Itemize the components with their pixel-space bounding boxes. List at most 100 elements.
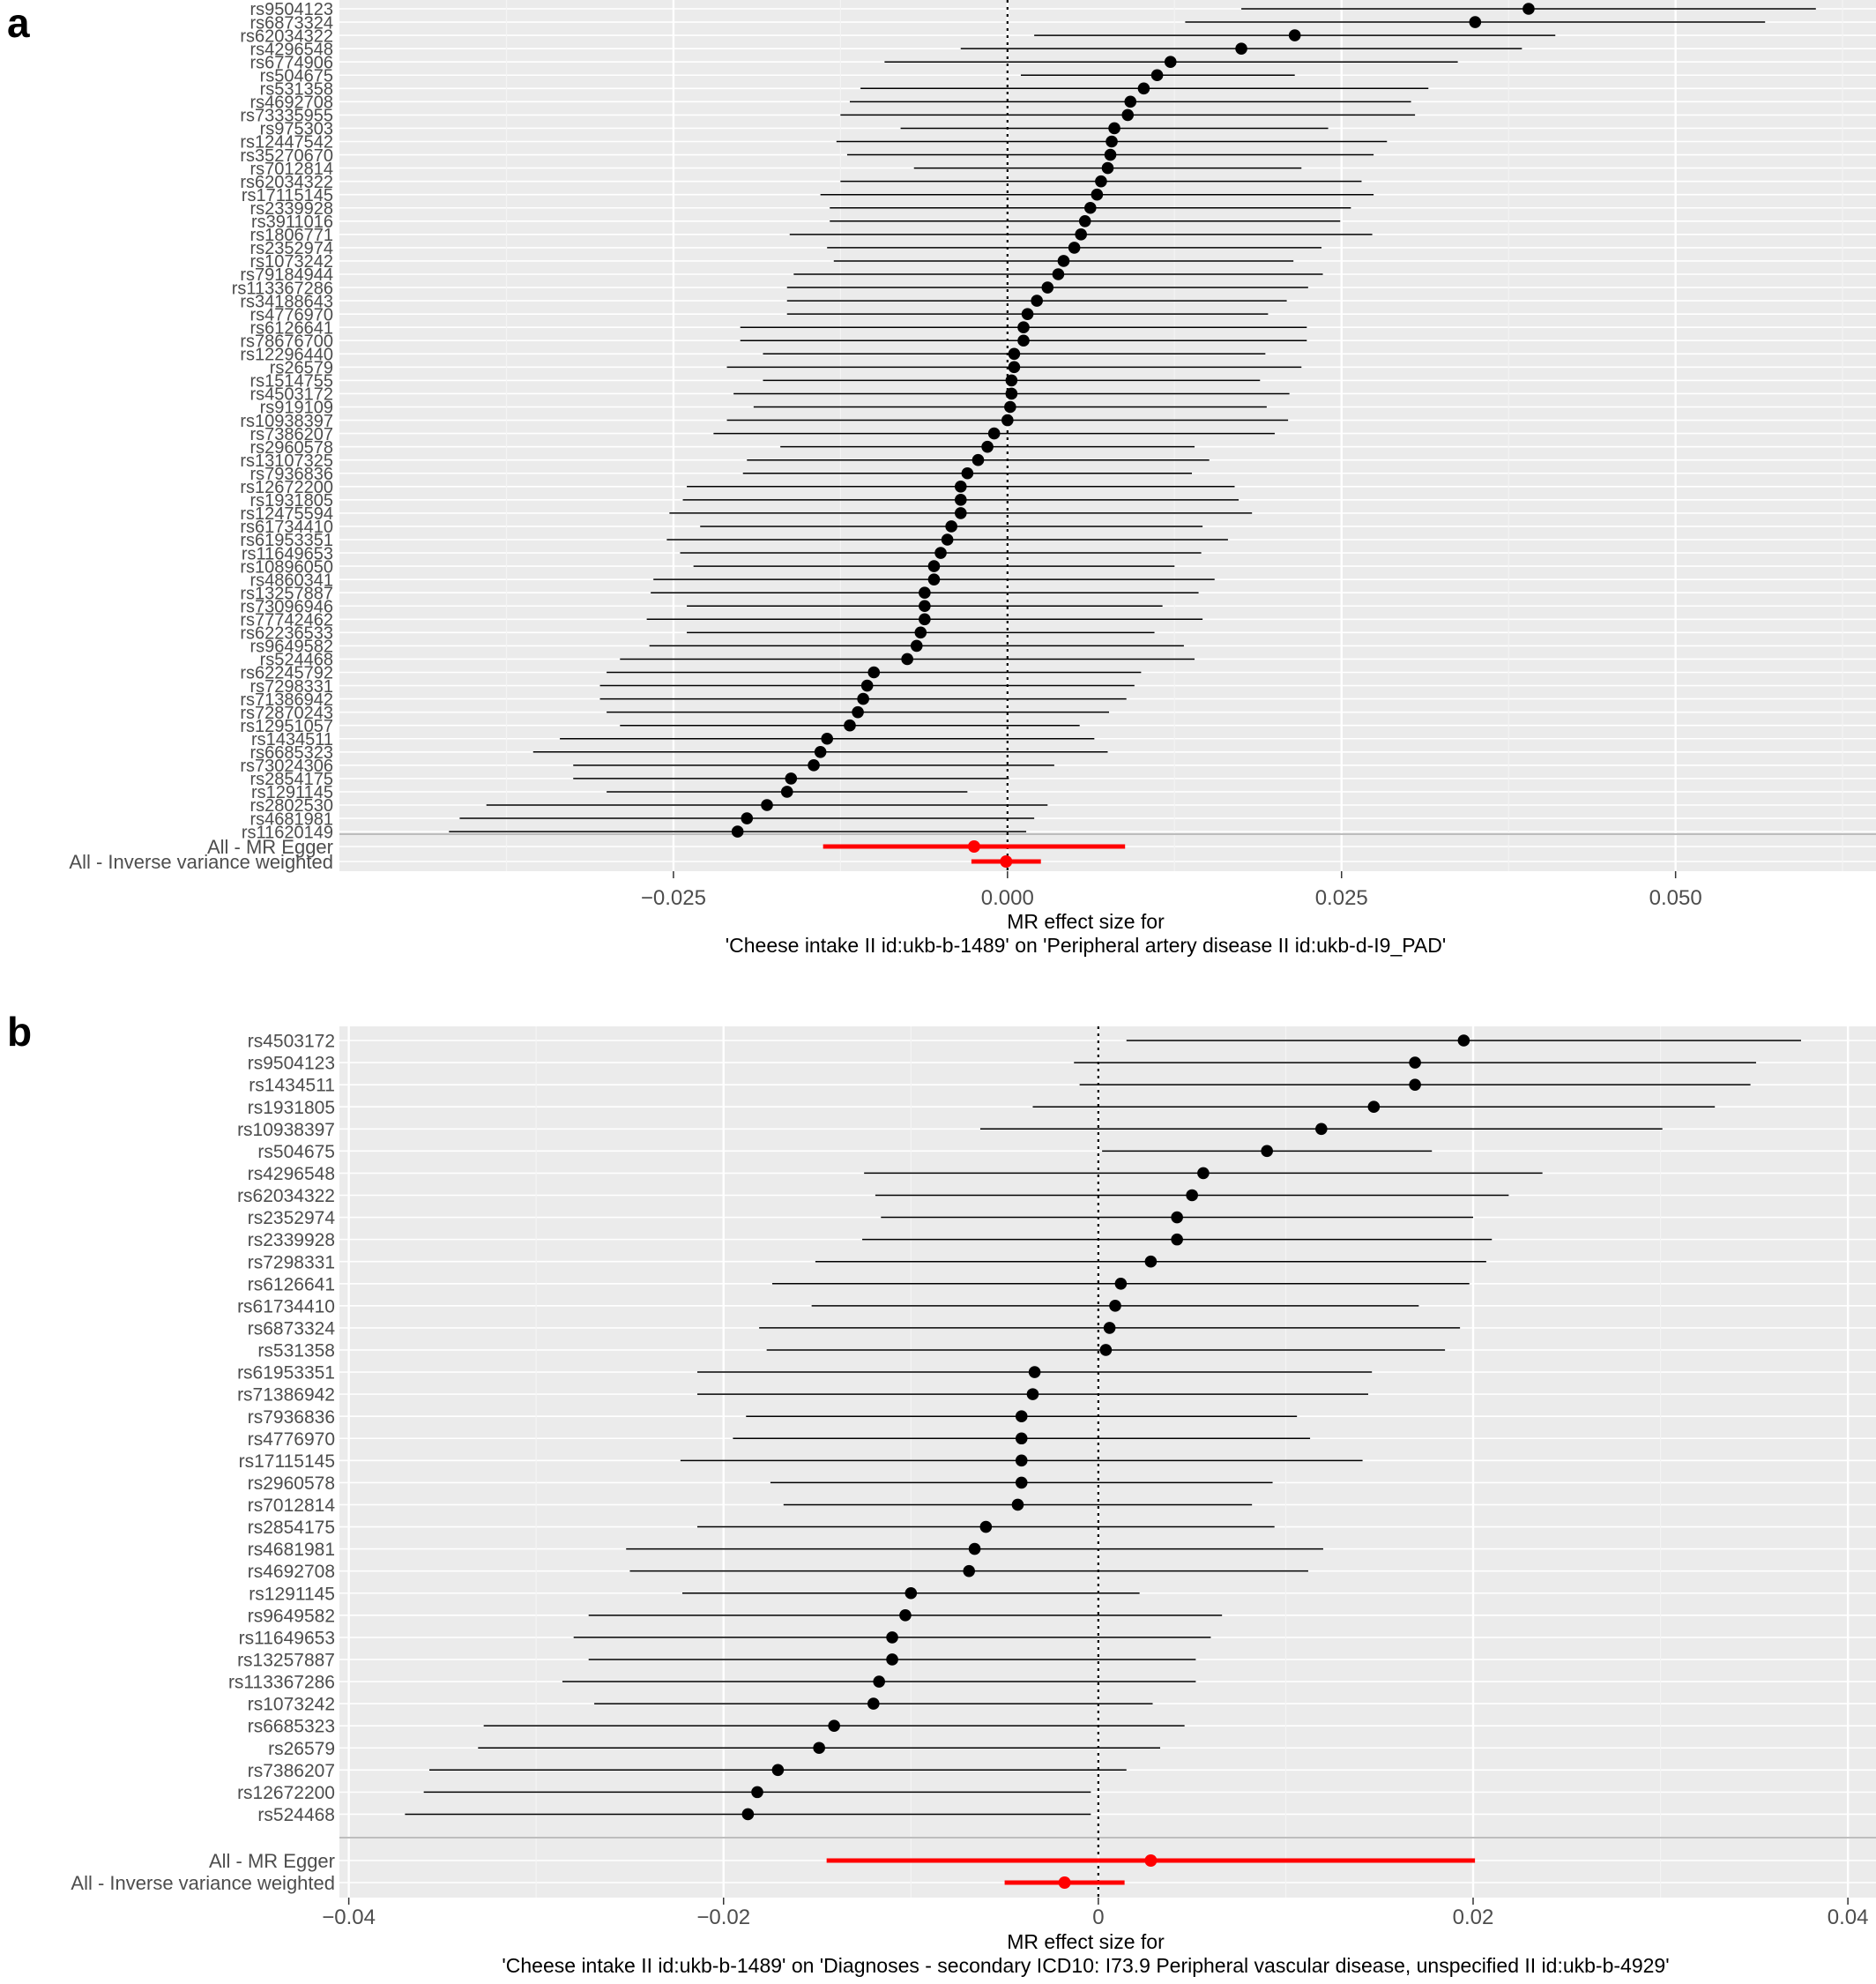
snp-estimates: rs4503172rs9504123rs1434511rs1931805rs10… (228, 1032, 1801, 1825)
snp-point (1041, 281, 1054, 294)
snp-label: rs1291145 (249, 1584, 335, 1604)
snp-point (1103, 1322, 1116, 1334)
snp-label: rs2960578 (249, 438, 333, 458)
snp-point (914, 626, 927, 639)
panel-letter: a (7, 0, 30, 46)
snp-label: rs12475594 (240, 504, 333, 524)
snp-point (1109, 1300, 1121, 1312)
snp-point (945, 520, 957, 533)
snp-point (1004, 400, 1016, 414)
snp-point (785, 772, 798, 785)
snp-label: rs34188643 (240, 292, 333, 311)
snp-label: rs4503172 (248, 1032, 335, 1052)
snp-label: rs78676700 (240, 332, 333, 351)
x-tick-label: 0.000 (981, 886, 1034, 910)
snp-label: rs504675 (260, 66, 333, 86)
snp-point (867, 666, 881, 679)
snp-point (934, 547, 947, 559)
snp-label: rs73096946 (240, 597, 333, 616)
snp-label: rs11620149 (242, 823, 333, 842)
snp-point (741, 812, 754, 824)
snp-label: rs1434511 (251, 730, 333, 750)
snp-point (1031, 295, 1043, 307)
snp-label: rs1514755 (249, 372, 333, 392)
x-tick-label: 0.02 (1453, 1906, 1494, 1929)
plot-panel-background (339, 0, 1876, 871)
snp-label: rs62034322 (240, 173, 333, 192)
snp-point (771, 1764, 785, 1777)
snp-label: rs7298331 (248, 1252, 335, 1272)
x-axis-title-line2: 'Cheese intake II id:ukb-b-1489' on 'Per… (726, 934, 1446, 957)
summary-label: All - MR Egger (207, 836, 333, 858)
snp-label: rs2802530 (249, 796, 333, 816)
snp-label: rs6774906 (249, 53, 333, 72)
snp-point (1124, 95, 1137, 108)
snp-estimates: rs9504123rs6873324rs62034322rs4296548rs6… (232, 0, 1816, 842)
snp-label: rs4776970 (249, 305, 333, 324)
snp-point (857, 692, 869, 705)
snp-label: rs10938397 (237, 1120, 335, 1140)
snp-label: rs2854175 (249, 770, 333, 789)
snp-point (808, 759, 820, 772)
forest-plot-panel-a: rs9504123rs6873324rs62034322rs4296548rs6… (7, 0, 1876, 957)
snp-label: rs71386942 (237, 1385, 335, 1406)
snp-point (1114, 1277, 1128, 1290)
snp-label: rs17115145 (242, 186, 333, 205)
snp-label: rs531358 (260, 80, 333, 100)
snp-point (1409, 1078, 1421, 1091)
snp-point (828, 1719, 840, 1732)
snp-point (1008, 361, 1021, 374)
snp-label: rs6685323 (248, 1717, 335, 1737)
snp-label: rs9504123 (249, 0, 333, 19)
snp-point (867, 1697, 880, 1710)
snp-point (1026, 1388, 1039, 1400)
snp-point (919, 586, 931, 599)
snp-point (1015, 1432, 1028, 1445)
snp-point (899, 1609, 912, 1622)
snp-label: rs1434511 (249, 1076, 335, 1096)
snp-point (1021, 308, 1034, 320)
snp-label: rs7386207 (248, 1761, 335, 1781)
snp-label: rs975303 (260, 120, 333, 139)
snp-point (821, 732, 834, 745)
snp-point (919, 600, 931, 613)
x-tick-label: −0.025 (641, 886, 706, 910)
snp-label: rs7386207 (249, 425, 333, 444)
snp-point (1008, 347, 1021, 361)
snp-label: rs2339928 (249, 199, 333, 219)
plot-panel-background (339, 1026, 1876, 1898)
snp-label: rs26579 (268, 1739, 335, 1759)
snp-label: rs113367286 (232, 279, 333, 298)
snp-label: rs6685323 (249, 743, 333, 763)
snp-point (731, 825, 744, 838)
snp-point (1164, 56, 1177, 68)
snp-label: rs79184944 (240, 265, 333, 285)
snp-point (1015, 1476, 1028, 1489)
snp-label: rs73335955 (240, 107, 333, 126)
snp-label: rs113367286 (228, 1673, 335, 1693)
snp-label: rs7936836 (249, 465, 333, 484)
snp-point (741, 1808, 755, 1821)
snp-label: rs62034322 (237, 1186, 335, 1206)
forest-plot-panel-b: rs4503172rs9504123rs1434511rs1931805rs10… (7, 1009, 1876, 1977)
snp-point (1005, 387, 1018, 400)
snp-point (1288, 29, 1301, 41)
summary-point (967, 840, 980, 853)
snp-point (972, 453, 985, 466)
snp-point (844, 719, 856, 732)
panel-letter: b (7, 1009, 32, 1055)
snp-point (987, 427, 1001, 440)
snp-point (1083, 201, 1097, 214)
snp-label: rs77742462 (240, 611, 333, 630)
snp-point (961, 466, 974, 480)
snp-point (1104, 148, 1117, 161)
x-axis-title-line1: MR effect size for (1007, 910, 1165, 933)
snp-point (1091, 188, 1104, 201)
snp-label: rs4681981 (248, 1540, 335, 1560)
snp-label: rs6873324 (249, 13, 333, 33)
snp-point (1095, 175, 1107, 188)
snp-point (1005, 374, 1018, 387)
snp-label: rs12447542 (240, 133, 333, 153)
snp-point (1068, 242, 1081, 254)
